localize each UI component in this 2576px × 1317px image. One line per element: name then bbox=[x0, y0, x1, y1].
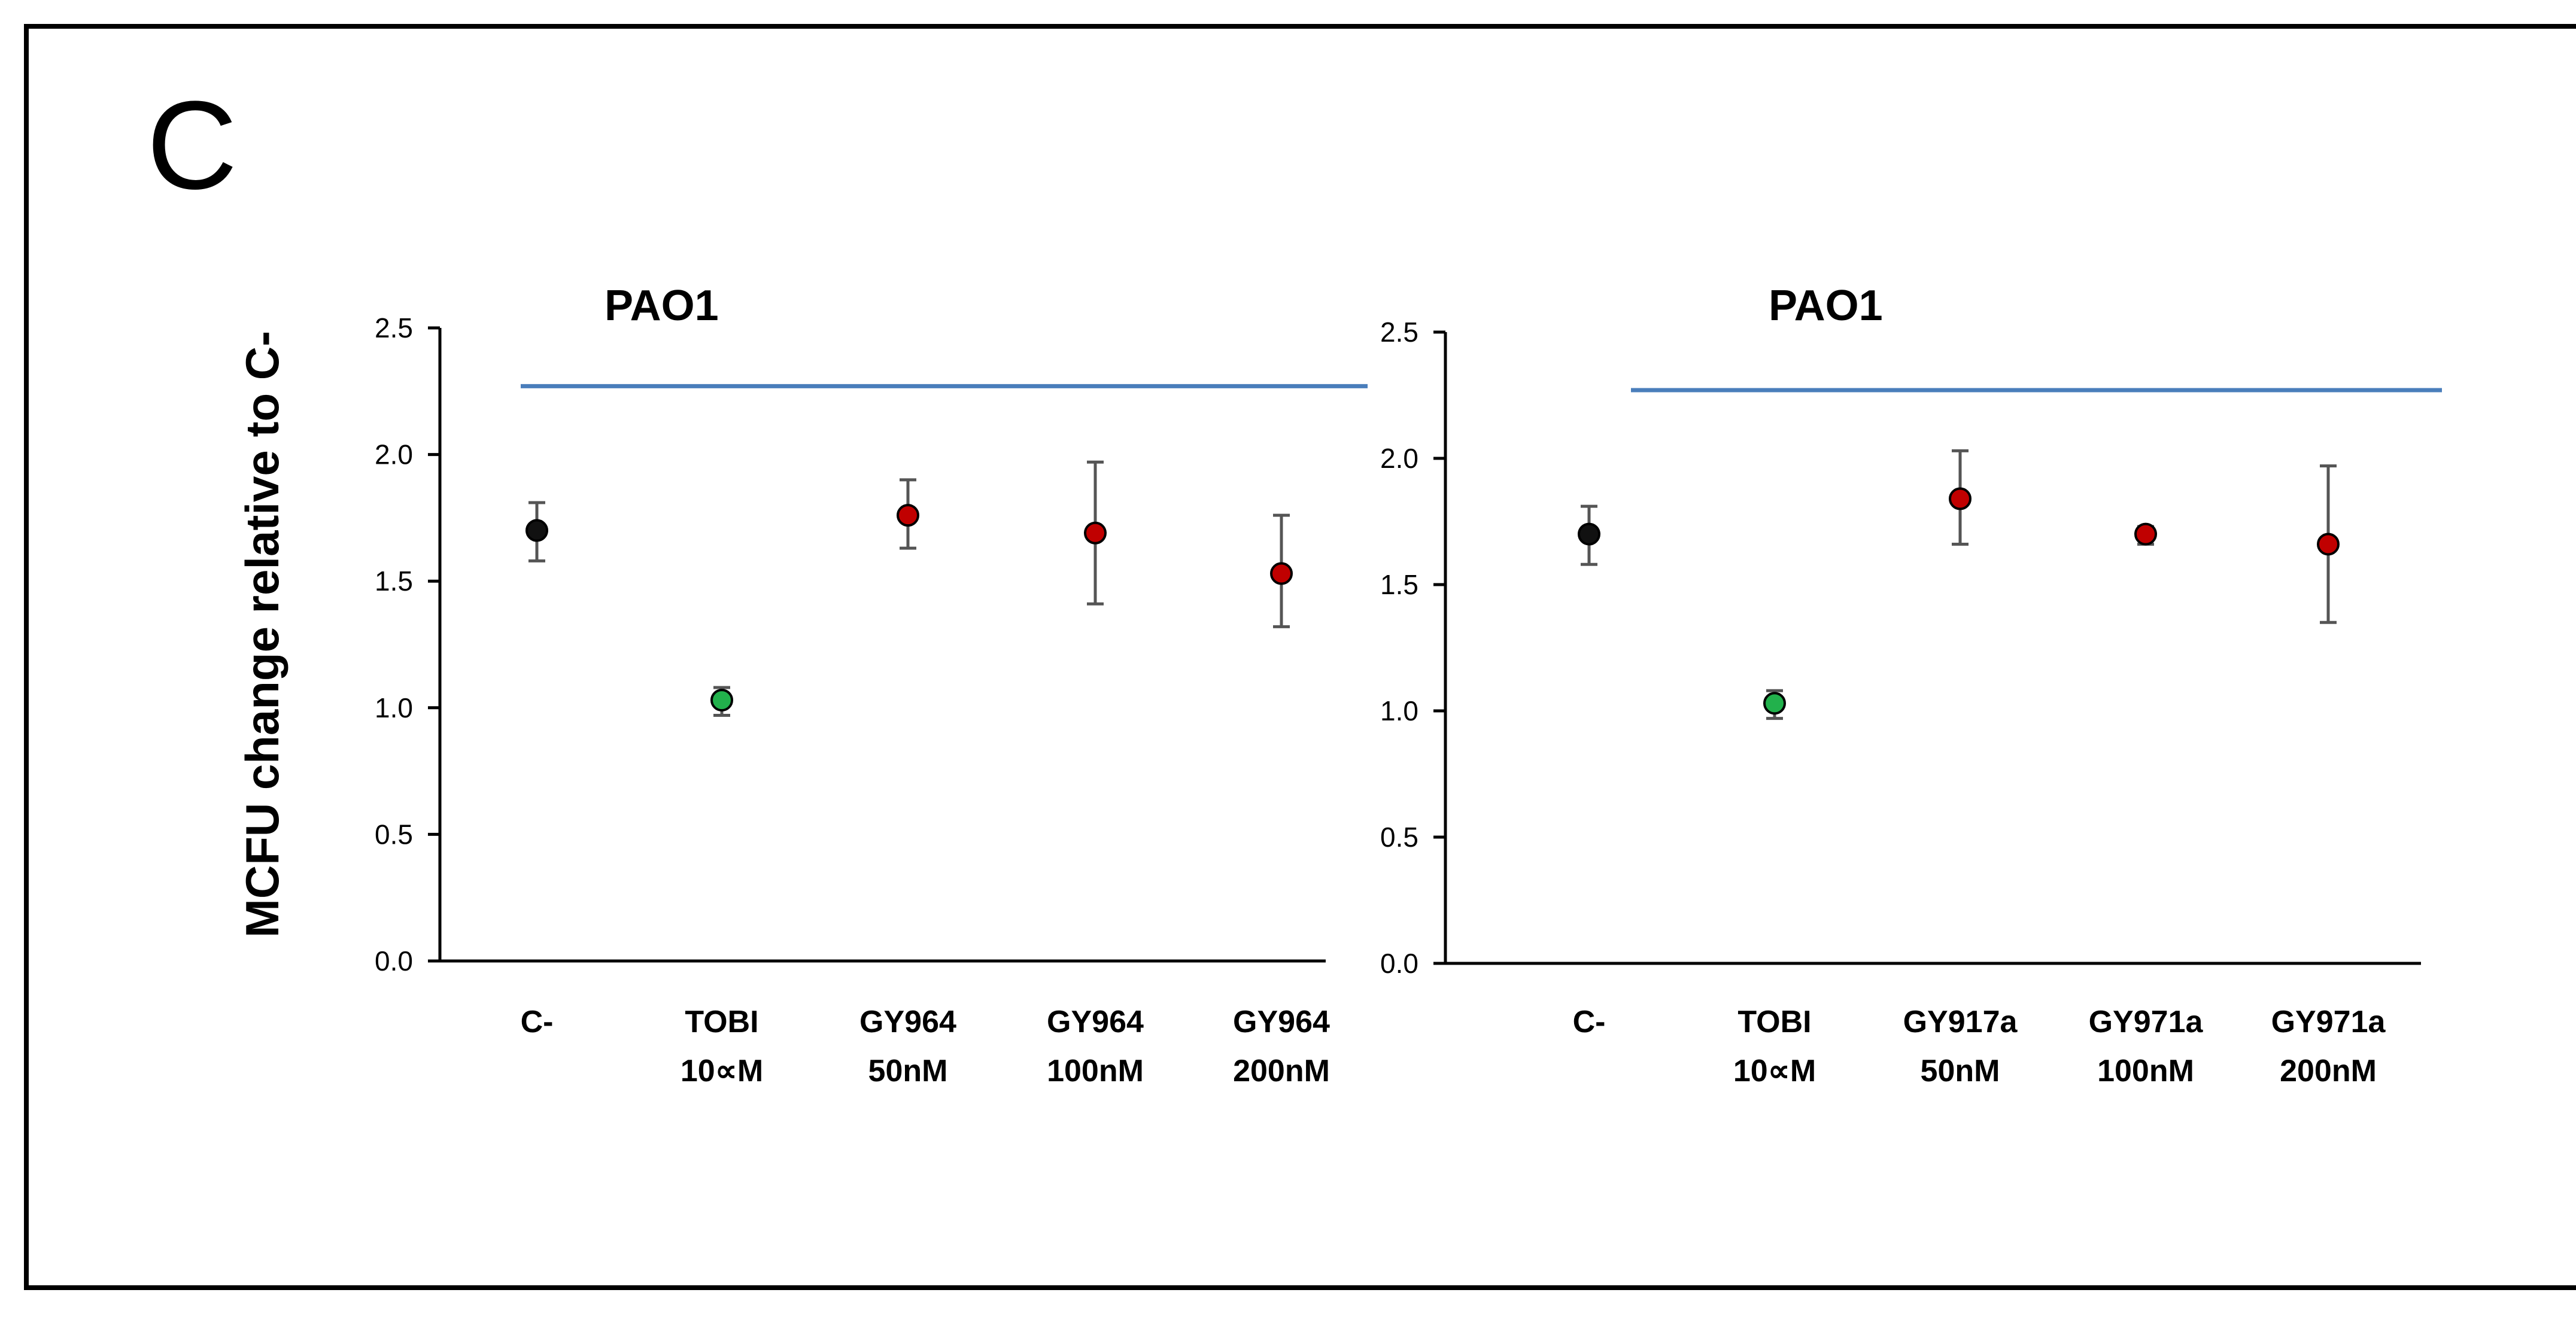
x-tick-label-line: GY964 bbox=[859, 1005, 956, 1039]
x-tick-label-line: 10∝M bbox=[681, 1054, 763, 1088]
y-tick-label: 2.0 bbox=[1380, 443, 1418, 474]
x-tick-label: C- bbox=[1573, 1005, 1606, 1039]
y-tick-label: 0.5 bbox=[375, 819, 413, 850]
data-point bbox=[1578, 522, 1600, 546]
data-point bbox=[1763, 692, 1786, 715]
x-tick-label: GY971a 100nM bbox=[2089, 1005, 2204, 1088]
figure-border bbox=[24, 24, 2576, 1290]
chart-2: PAO1 0.0 0.5 1.0 1.5 2.0 2.5 C- TOBI 10∝M GY917a 50… bbox=[1380, 282, 2442, 1088]
x-tick-label-line: GY964 bbox=[1047, 1005, 1144, 1039]
panel-letter: C bbox=[147, 75, 238, 215]
x-tick-label-line: 100nM bbox=[2097, 1054, 2194, 1088]
data-point bbox=[1949, 487, 1972, 510]
x-tick-label-line: 200nM bbox=[1233, 1054, 1330, 1088]
x-tick-label-line: 100nM bbox=[1047, 1054, 1144, 1088]
x-tick-label: GY917a 50nM bbox=[1903, 1005, 2018, 1088]
chart-1: PAO1 0.0 0.5 1.0 1.5 2.0 2.5 C- TOBI 10∝M GY964 50n… bbox=[375, 282, 1368, 1088]
y-tick-label: 0.5 bbox=[1380, 822, 1418, 853]
x-tick-label: GY964 50nM bbox=[859, 1005, 956, 1088]
x-tick-label-line: 50nM bbox=[1921, 1054, 2000, 1088]
x-tick-label-line: 50nM bbox=[868, 1054, 948, 1088]
y-tick-label: 1.0 bbox=[375, 692, 413, 723]
x-tick-label-line: 10∝M bbox=[1733, 1054, 1816, 1088]
charts-container: PAO1 0.0 0.5 1.0 1.5 2.0 2.5 C- TOBI 10∝M GY964 50n… bbox=[375, 282, 2442, 1088]
x-tick-label-line: GY971a bbox=[2089, 1005, 2204, 1039]
x-tick-label: TOBI 10∝M bbox=[1733, 1005, 1816, 1088]
x-tick-label-line: 200nM bbox=[2280, 1054, 2377, 1088]
x-tick-label-line: GY917a bbox=[1903, 1005, 2018, 1039]
x-tick-label: GY971a 200nM bbox=[2271, 1005, 2386, 1088]
y-tick-label: 2.5 bbox=[375, 312, 413, 343]
y-tick-label: 1.0 bbox=[1380, 695, 1418, 726]
y-tick-label: 1.5 bbox=[1380, 569, 1418, 600]
x-tick-label: GY964 100nM bbox=[1047, 1005, 1144, 1088]
x-tick-label: C- bbox=[521, 1005, 554, 1039]
x-tick-label-line: TOBI bbox=[685, 1005, 758, 1039]
y-tick-label: 1.5 bbox=[375, 565, 413, 597]
x-tick-label-line: GY971a bbox=[2271, 1005, 2386, 1039]
y-tick-label: 0.0 bbox=[375, 945, 413, 977]
y-tick-label: 2.0 bbox=[375, 439, 413, 470]
data-point bbox=[1084, 521, 1107, 545]
chart-title: PAO1 bbox=[1769, 282, 1883, 330]
data-point bbox=[710, 689, 733, 712]
data-point bbox=[2317, 533, 2340, 556]
x-tick-label-line: GY964 bbox=[1233, 1005, 1330, 1039]
x-tick-label-line: TOBI bbox=[1737, 1005, 1811, 1039]
x-tick-label-line: C- bbox=[1573, 1005, 1606, 1039]
data-point bbox=[1270, 562, 1293, 585]
chart-title: PAO1 bbox=[604, 282, 719, 330]
y-axis-label: MCFU change relative to C- bbox=[236, 331, 288, 938]
data-point bbox=[525, 519, 548, 542]
x-tick-label: TOBI 10∝M bbox=[681, 1005, 763, 1088]
y-tick-label: 0.0 bbox=[1380, 948, 1418, 979]
x-tick-label: GY964 200nM bbox=[1233, 1005, 1330, 1088]
data-point bbox=[2134, 522, 2157, 546]
y-tick-label: 2.5 bbox=[1380, 317, 1418, 348]
x-tick-label-line: C- bbox=[521, 1005, 554, 1039]
data-point bbox=[897, 504, 919, 527]
